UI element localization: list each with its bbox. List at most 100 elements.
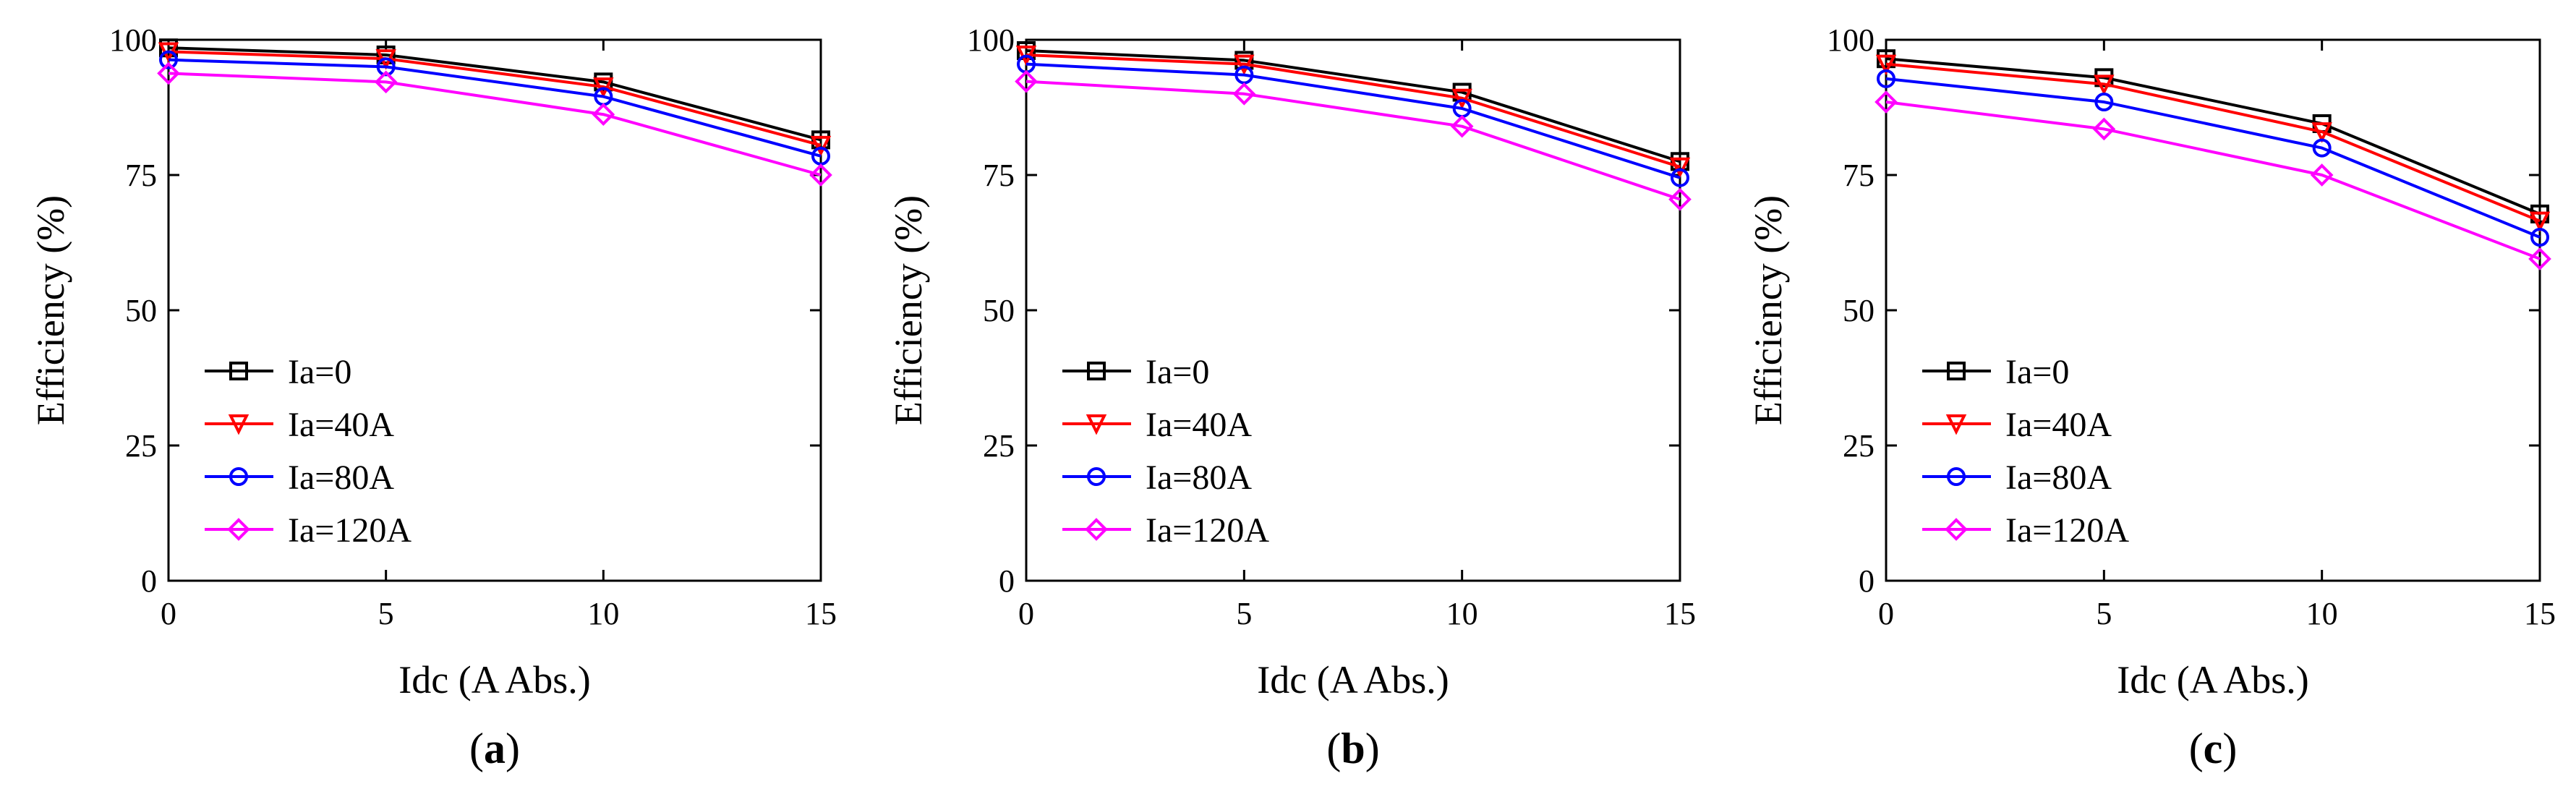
- data-point-marker: [376, 57, 396, 77]
- plot-area-frame: [1025, 38, 1681, 582]
- data-point-marker: [2094, 74, 2115, 95]
- legend-label: Ia=120A: [2005, 511, 2129, 550]
- x-tick-label: 5: [2096, 596, 2112, 631]
- chart-panel-c: 0 5 10 15 0 25 50 75 100 Idc (A Abs.) Efficiency (…: [1747, 22, 2556, 772]
- y-tick-label: 50: [983, 293, 1015, 328]
- data-point-marker: [809, 163, 832, 187]
- data-point-marker: [157, 61, 180, 85]
- series-line: [168, 72, 822, 176]
- chart-panel-b: 0 5 10 15 0 25 50 75 100 Idc (A Abs.) Efficiency (…: [887, 22, 1696, 772]
- legend-swatch-marker: [1945, 518, 1968, 541]
- y-tick-label: 75: [1843, 158, 1875, 193]
- y-axis-title: Efficiency (%): [1747, 195, 1790, 425]
- data-point-marker: [1450, 114, 1474, 138]
- series-line: [1025, 48, 1681, 163]
- x-tick-label: 10: [587, 596, 619, 631]
- y-tick-label: 100: [109, 22, 157, 58]
- y-axis-title: Efficiency (%): [887, 195, 930, 425]
- legend-label: Ia=40A: [2005, 406, 2112, 444]
- data-point-marker: [2094, 93, 2114, 112]
- series-line: [1885, 57, 2541, 216]
- data-point-marker: [592, 103, 615, 127]
- y-tick-label: 25: [983, 428, 1015, 464]
- chart-panel-a: 0 5 10 15 0 25 50 75 100 Idc (A Abs.) Efficiency (…: [29, 22, 837, 772]
- y-tick-label: 75: [125, 158, 157, 193]
- data-point-marker: [1668, 187, 1692, 211]
- data-point-marker: [1015, 69, 1038, 93]
- series-line: [168, 58, 822, 158]
- y-tick-label: 100: [967, 22, 1015, 58]
- series-line: [1025, 80, 1681, 201]
- series-line: [168, 50, 822, 147]
- legend-label: Ia=40A: [1146, 406, 1252, 444]
- series-line: [1025, 62, 1681, 179]
- data-point-marker: [1234, 54, 1255, 76]
- y-tick-label: 0: [999, 563, 1015, 599]
- legend-label: Ia=80A: [288, 459, 394, 497]
- x-axis-title: Idc (A Abs.): [398, 658, 590, 701]
- data-point-marker: [374, 70, 398, 94]
- legend-label: Ia=80A: [1146, 459, 1252, 497]
- data-point-marker: [2529, 211, 2551, 233]
- data-point-marker: [1451, 88, 1472, 110]
- y-axis-title: Efficiency (%): [29, 195, 72, 425]
- series-line: [1885, 101, 2541, 260]
- legend-swatch-marker: [1087, 362, 1106, 380]
- legend-label: Ia=80A: [2005, 459, 2112, 497]
- plot-area-frame: [1885, 38, 2541, 582]
- x-tick-label: 5: [1236, 596, 1252, 631]
- data-point-marker: [376, 45, 396, 64]
- data-point-marker: [2530, 228, 2549, 247]
- data-point-marker: [1232, 82, 1256, 106]
- legend-label: Ia=0: [288, 353, 351, 391]
- legend-swatch-marker: [229, 467, 248, 486]
- legend-swatch-marker: [229, 362, 248, 380]
- data-point-marker: [1017, 40, 1036, 60]
- legend-label: Ia=0: [2005, 353, 2069, 391]
- plot-area-frame: [167, 38, 822, 582]
- x-tick-label: 15: [1664, 596, 1696, 631]
- y-tick-label: 75: [983, 158, 1015, 193]
- data-point-marker: [159, 38, 178, 58]
- series-line: [1885, 62, 2541, 223]
- data-point-marker: [1875, 90, 1898, 114]
- x-tick-label: 0: [1878, 596, 1894, 631]
- x-axis-title: Idc (A Abs.): [2117, 658, 2308, 701]
- data-point-marker: [1875, 54, 1897, 76]
- data-point-marker: [1669, 157, 1691, 179]
- legend-swatch-marker: [1086, 414, 1107, 435]
- data-point-marker: [2092, 117, 2116, 141]
- data-point-marker: [2312, 138, 2332, 158]
- legend-swatch-marker: [1085, 518, 1108, 541]
- x-tick-label: 10: [2306, 596, 2338, 631]
- panel-label: (c): [2189, 725, 2238, 772]
- y-tick-label: 50: [125, 293, 157, 328]
- y-tick-label: 25: [1843, 428, 1875, 464]
- legend-swatch-marker: [1947, 362, 1966, 380]
- data-point-marker: [1877, 69, 1895, 88]
- legend-swatch-marker: [1087, 467, 1106, 486]
- data-point-marker: [2528, 247, 2551, 270]
- y-tick-label: 25: [125, 428, 157, 464]
- legend-label: Ia=120A: [288, 511, 411, 550]
- x-tick-label: 0: [1018, 596, 1034, 631]
- series-line: [1885, 77, 2541, 239]
- panel-label: (b): [1326, 725, 1379, 772]
- data-point-marker: [2311, 122, 2332, 143]
- series-line: [168, 46, 822, 142]
- x-tick-label: 5: [378, 596, 394, 631]
- legend-label: Ia=40A: [288, 406, 394, 444]
- legend-label: Ia=0: [1146, 353, 1209, 391]
- legend-swatch-marker: [1947, 467, 1966, 486]
- y-tick-label: 100: [1827, 22, 1875, 58]
- y-tick-label: 0: [141, 563, 157, 599]
- x-tick-label: 15: [805, 596, 837, 631]
- legend-swatch-marker: [228, 414, 250, 435]
- legend-swatch-marker: [227, 518, 250, 541]
- y-tick-label: 0: [1859, 563, 1875, 599]
- data-point-marker: [593, 77, 614, 98]
- data-point-marker: [1015, 45, 1037, 67]
- x-tick-label: 0: [161, 596, 176, 631]
- x-tick-label: 10: [1446, 596, 1478, 631]
